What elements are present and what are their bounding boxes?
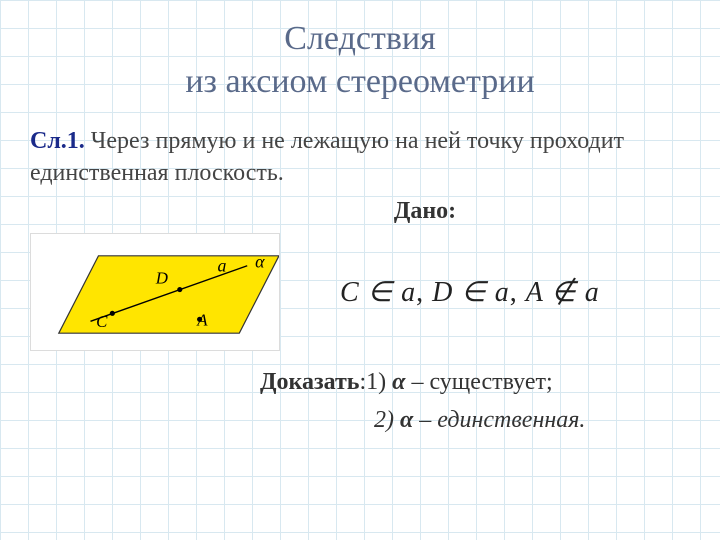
svg-text:D: D — [155, 268, 168, 287]
slide-title: Следствия из аксиом стереометрии — [0, 0, 720, 103]
prove-item2-num: 2) — [374, 407, 400, 433]
prove-item1-alpha: α — [392, 369, 405, 395]
title-line-1: Следствия — [0, 18, 720, 61]
theorem-label: Сл.1. — [30, 128, 85, 154]
prove-label: Доказать — [260, 369, 359, 395]
formula-part-2: D ∈ a — [432, 277, 510, 308]
formula-part-3: A ∉ a — [526, 277, 600, 308]
prove-item2-alpha: α — [400, 407, 413, 433]
prove-line-1: Доказать:1) α – существует; — [260, 363, 680, 401]
given-formula: C ∈ a, D ∈ a, A ∉ a — [340, 275, 600, 309]
given-label: Дано: — [0, 198, 720, 225]
svg-text:α: α — [255, 252, 265, 272]
formula-part-1: C ∈ a — [340, 277, 416, 308]
prove-item1-num: 1) — [366, 369, 392, 395]
geometry-diagram: α a C D A — [30, 233, 280, 351]
svg-text:a: a — [217, 255, 226, 275]
prove-item1-rest: – существует; — [405, 369, 552, 395]
title-line-2: из аксиом стереометрии — [0, 61, 720, 104]
svg-text:C: C — [96, 312, 108, 331]
theorem-statement: Сл.1. Через прямую и не лежащую на ней т… — [0, 103, 720, 190]
formula-sep-1: , — [416, 277, 432, 308]
prove-block: Доказать:1) α – существует; 2) α – единс… — [0, 351, 720, 440]
formula-sep-2: , — [510, 277, 526, 308]
svg-text:A: A — [196, 310, 208, 329]
prove-line-2: 2) α – единственная. — [260, 401, 680, 439]
prove-item2-rest: – единственная. — [413, 407, 585, 433]
diagram-and-formula-row: α a C D A C ∈ a, D ∈ a, A ∉ a — [0, 225, 720, 351]
theorem-text: Через прямую и не лежащую на ней точку п… — [30, 128, 624, 186]
